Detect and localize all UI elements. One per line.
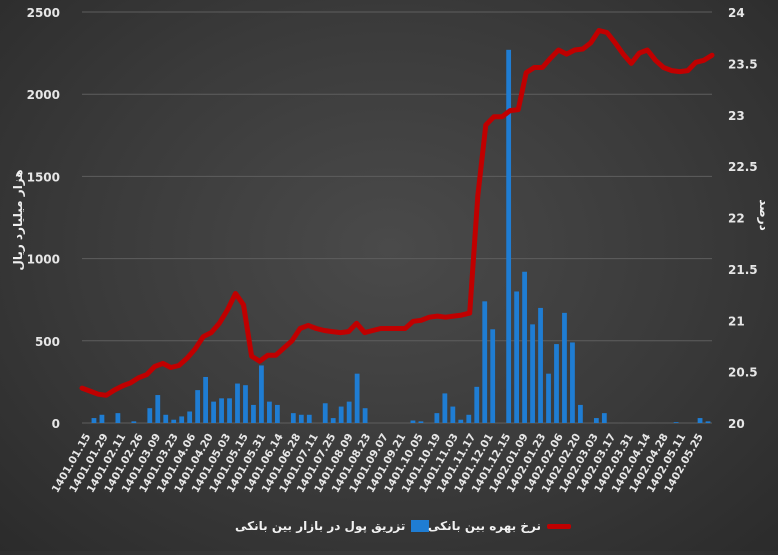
bar [346, 401, 352, 423]
bar [99, 414, 105, 423]
y-right-tick-label: 24 [728, 6, 745, 20]
bar [322, 403, 328, 423]
bar [274, 404, 280, 423]
bar [251, 404, 256, 423]
bar [490, 329, 496, 423]
bar [131, 421, 137, 423]
bar [546, 373, 551, 423]
bar [171, 419, 177, 423]
bar [538, 307, 543, 423]
bar [243, 385, 248, 423]
bar [203, 376, 208, 423]
y-left-tick-label: 1500 [27, 170, 60, 184]
bar [450, 406, 456, 423]
bar [458, 419, 464, 423]
bar [506, 49, 512, 423]
bar [697, 418, 703, 423]
bar [259, 365, 264, 423]
y-right-tick-label: 23.5 [728, 57, 758, 71]
bar [91, 418, 97, 423]
bar [235, 383, 240, 423]
series-line [79, 28, 715, 398]
bar [562, 312, 567, 423]
bar [593, 418, 599, 423]
y-right-tick-label: 23 [728, 109, 745, 123]
bar [410, 420, 416, 423]
legend-line-swatch [546, 523, 571, 529]
bar [474, 386, 480, 423]
bar [434, 413, 440, 423]
y-right-tick-label: 20 [728, 417, 745, 431]
bar [570, 342, 575, 423]
bar [163, 414, 169, 423]
legend-bar-label: تزریق پول در بازار بین بانکی [235, 519, 406, 533]
bar [330, 418, 336, 423]
bar [578, 404, 583, 423]
bar [514, 291, 520, 423]
bar [147, 408, 153, 423]
bar [290, 413, 296, 423]
legend-line-entry: نرخ بهره بین بانکی [428, 516, 571, 536]
bar [219, 398, 224, 423]
y-left-axis-title: هزار میلیارد ریال [11, 169, 25, 270]
bar [482, 301, 488, 423]
y-right-tick-label: 20.5 [728, 366, 758, 380]
bar [211, 401, 216, 423]
y-left-tick-label: 2000 [27, 88, 60, 102]
bar [554, 344, 559, 423]
y-right-tick-label: 21 [728, 314, 745, 328]
bar [673, 422, 679, 423]
bar [338, 406, 344, 423]
y-left-tick-label: 1000 [27, 253, 60, 267]
y-right-tick-label: 21.5 [728, 263, 758, 277]
bar [418, 421, 424, 423]
bar [530, 324, 535, 423]
bar [155, 395, 161, 423]
bar [354, 373, 360, 423]
bar [195, 390, 201, 423]
bar [306, 414, 312, 423]
y-right-axis-title: درصد [757, 199, 771, 231]
bar [442, 393, 448, 423]
bar [187, 411, 193, 423]
bar [179, 416, 185, 423]
bar [601, 413, 607, 423]
legend-bar-swatch [411, 520, 430, 532]
bar [522, 271, 527, 423]
y-right-tick-label: 22.5 [728, 160, 758, 174]
legend-bar-entry: تزریق پول در بازار بین بانکی [235, 516, 430, 536]
bar [705, 421, 711, 423]
legend-line-label: نرخ بهره بین بانکی [428, 519, 541, 533]
y-left-tick-label: 0 [52, 417, 60, 431]
y-left-tick-label: 500 [35, 335, 60, 349]
y-right-tick-label: 22 [728, 212, 745, 226]
y-left-tick-label: 2500 [27, 6, 60, 20]
bar [298, 414, 304, 423]
bar [227, 398, 232, 423]
bar [267, 401, 272, 423]
bar [466, 414, 472, 423]
bar [362, 408, 368, 423]
bar [115, 413, 121, 423]
